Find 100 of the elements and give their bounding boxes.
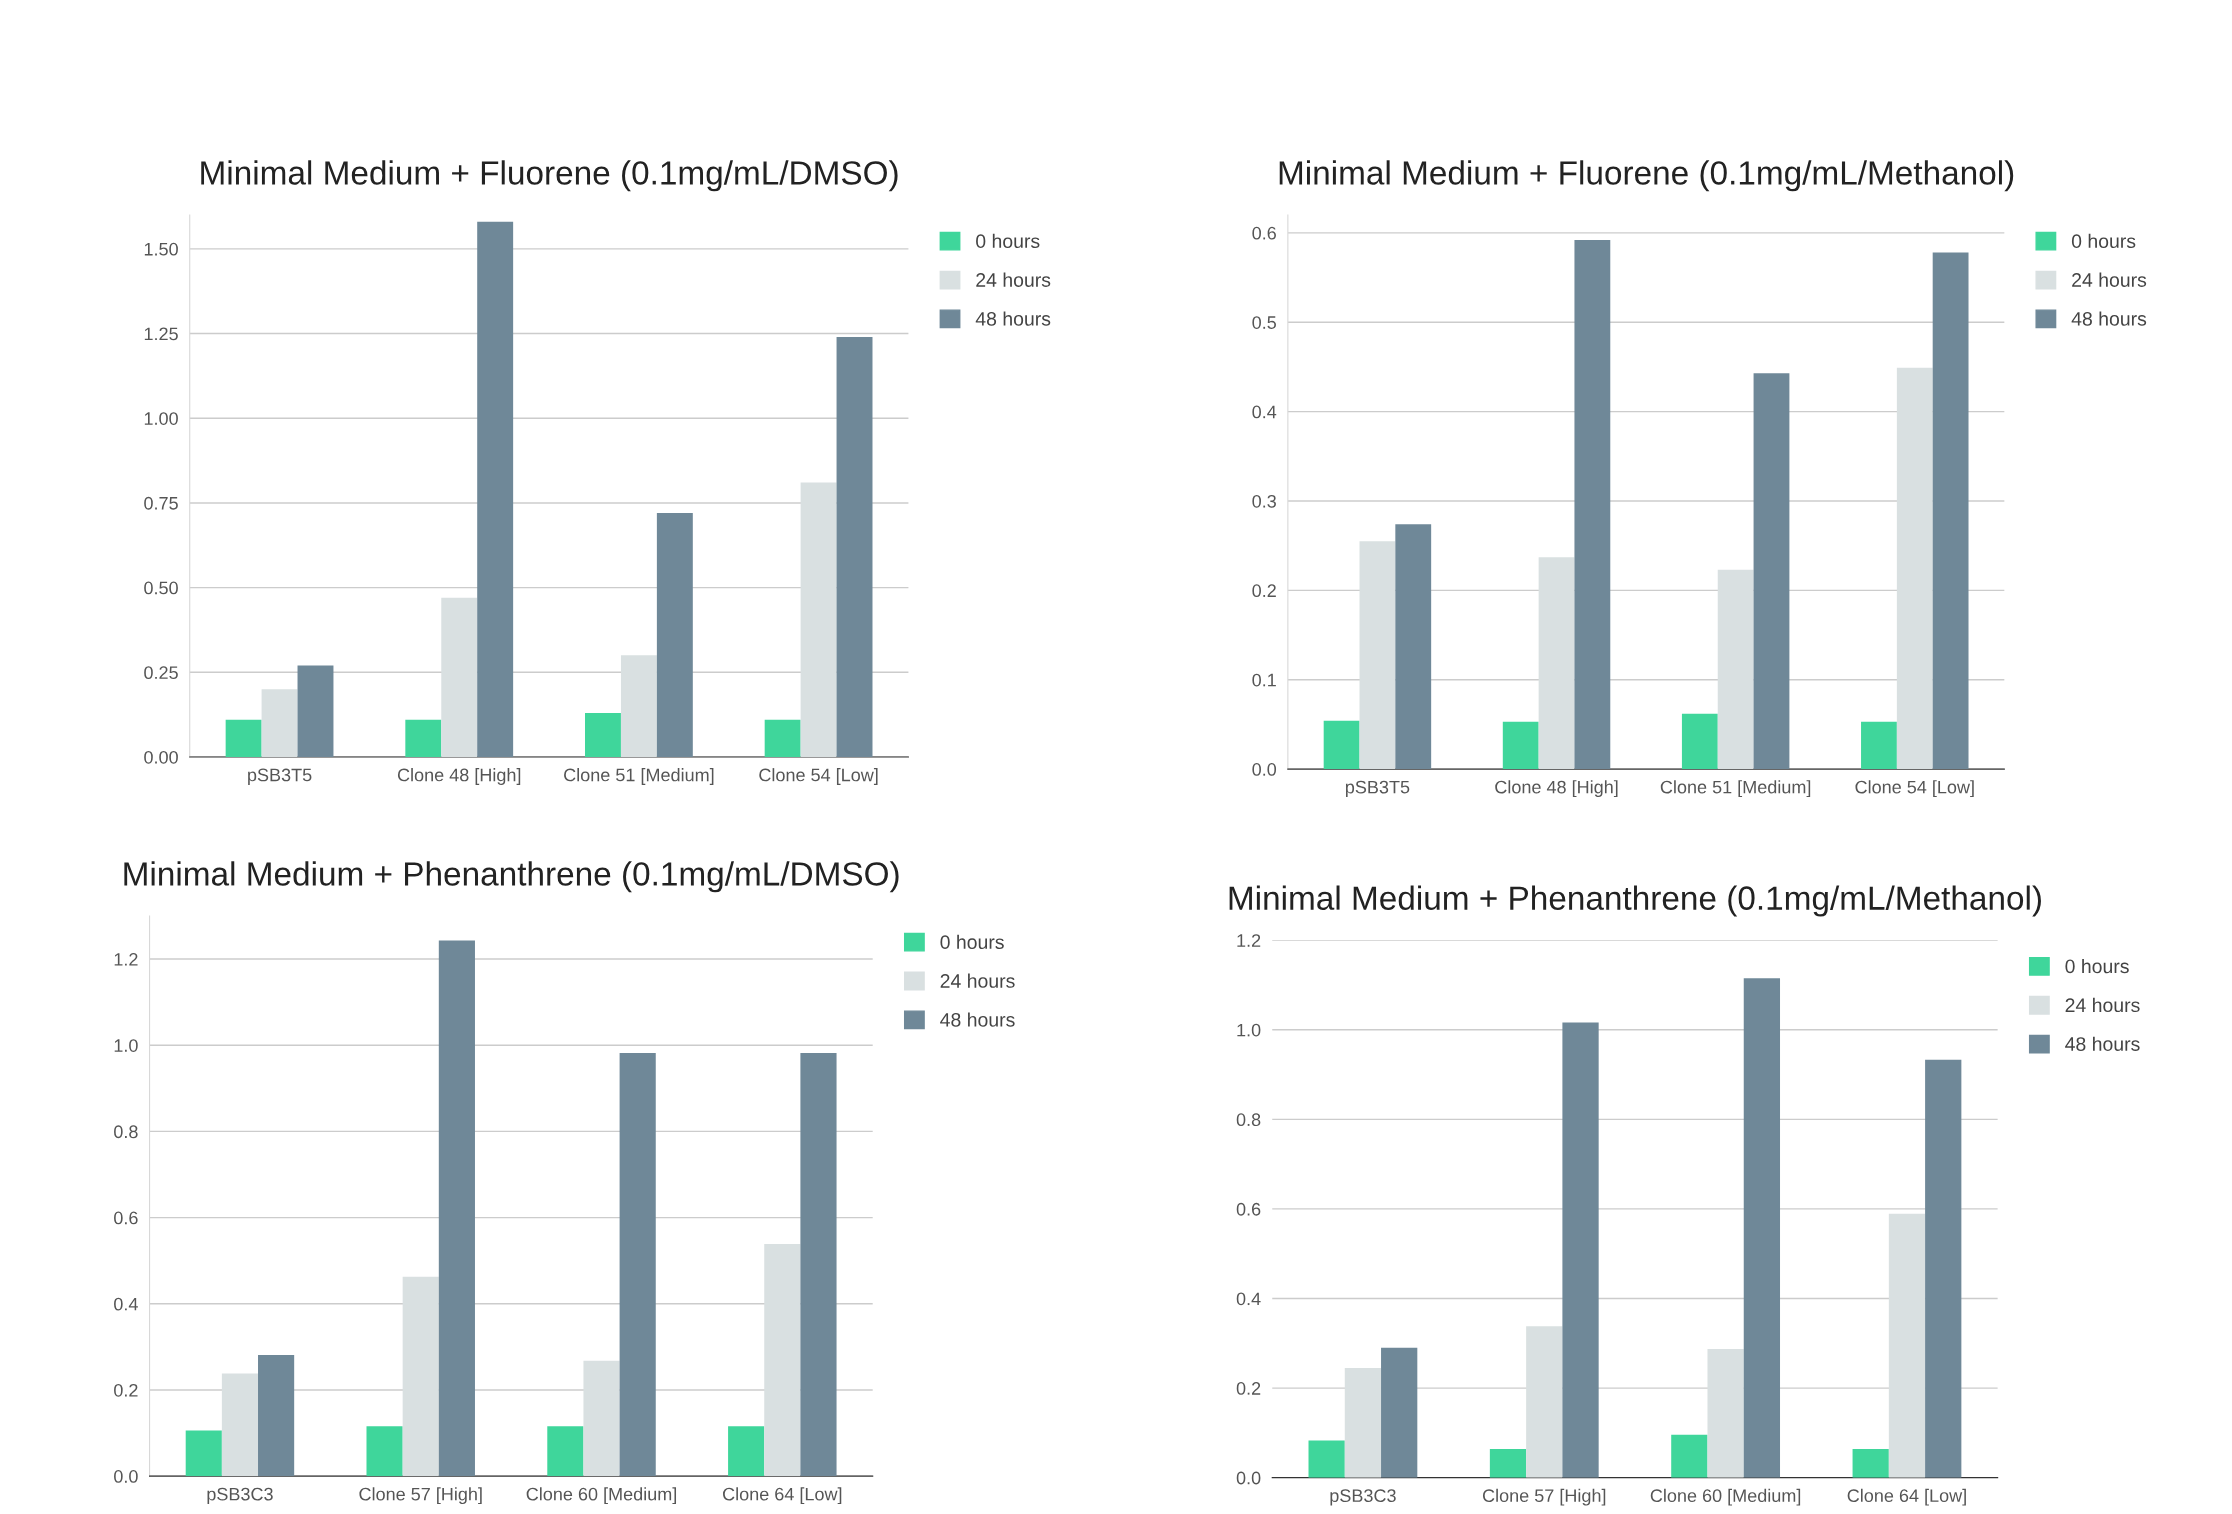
bar: [225, 719, 262, 757]
bar: [1574, 240, 1611, 770]
bar: [585, 712, 621, 757]
y-tick-label: 0.6: [1252, 226, 1276, 240]
bar: [1562, 1022, 1599, 1478]
x-tick-label: Clone 64 [Low]: [723, 1487, 842, 1505]
legend-label: 24 hours: [2065, 997, 2140, 1013]
y-tick-label: 1.25: [144, 327, 178, 341]
x-tick-label: Clone 64 [Low]: [1847, 1488, 1966, 1506]
x-tick-label: Clone 51 [Medium]: [1660, 780, 1811, 798]
bar: [1717, 569, 1754, 770]
y-tick-label: 0.8: [1236, 1113, 1261, 1127]
bar: [1489, 1449, 1527, 1478]
bar: [728, 1426, 765, 1477]
bar: [1502, 721, 1539, 770]
bar: [405, 719, 442, 757]
y-tick-label: 1.0: [114, 1039, 138, 1052]
x-tick-label: pSB3C3: [207, 1487, 273, 1505]
y-tick-label: 0.0: [114, 1470, 138, 1483]
bar: [836, 336, 873, 757]
x-tick-label: Clone 54 [Low]: [1855, 780, 1974, 798]
x-tick-label: pSB3T5: [248, 768, 312, 785]
bar: [477, 221, 514, 757]
y-tick-label: 1.2: [1237, 934, 1261, 947]
y-tick-label: 0.1: [1252, 673, 1276, 687]
legend-label: 24 hours: [976, 272, 1051, 287]
legend-label: 0 hours: [940, 934, 1004, 950]
y-tick-label: 0.2: [1252, 584, 1276, 598]
bar: [1681, 713, 1718, 770]
bar: [800, 482, 837, 757]
bar: [366, 1426, 403, 1477]
y-tick-label: 0.75: [144, 496, 178, 510]
bar: [221, 1373, 259, 1477]
bar: [1707, 1349, 1744, 1478]
chart-title: Minimal Medium + Fluorene (0.1mg/mL/Methanol): [1279, 160, 2014, 192]
legend-label: 24 hours: [2072, 272, 2147, 287]
x-tick-label: Clone 57 [High]: [1482, 1488, 1606, 1506]
y-tick-label: 0.50: [144, 581, 178, 595]
chart-title: Minimal Medium + Fluorene (0.1mg/mL/DMSO): [201, 160, 898, 192]
y-tick-label: 0.4: [114, 1297, 138, 1311]
bar: [620, 655, 657, 757]
x-tick-label: Clone 54 [Low]: [759, 768, 878, 785]
bar: [1852, 1449, 1889, 1478]
bar: [185, 1430, 222, 1477]
bar: [1861, 721, 1897, 770]
x-tick-label: Clone 60 [Medium]: [526, 1487, 677, 1505]
bar: [800, 1053, 837, 1477]
legend-label: 48 hours: [940, 1012, 1015, 1027]
bar: [1896, 367, 1933, 770]
bar: [1323, 720, 1360, 770]
bar: [547, 1426, 584, 1477]
bar: [261, 689, 298, 757]
bar: [258, 1355, 295, 1477]
bar: [619, 1053, 656, 1477]
x-tick-label: Clone 51 [Medium]: [564, 768, 714, 785]
x-tick-label: Clone 48 [High]: [1495, 780, 1618, 798]
bar: [1344, 1367, 1382, 1478]
y-tick-label: 0.25: [144, 666, 178, 680]
bar: [1395, 524, 1432, 770]
legend-label: 24 hours: [940, 973, 1015, 988]
legend-label: 0 hours: [2065, 958, 2129, 974]
y-tick-label: 0.6: [114, 1211, 138, 1225]
x-tick-label: Clone 57 [High]: [359, 1487, 482, 1505]
y-tick-label: 1.50: [144, 242, 178, 256]
legend-label: 48 hours: [2071, 311, 2147, 326]
chart-title: Minimal Medium + Phenanthrene (0.1mg/mL/DMSO): [124, 861, 899, 893]
x-tick-label: pSB3T5: [1345, 780, 1410, 798]
y-tick-label: 0.2: [1236, 1382, 1261, 1395]
x-tick-label: pSB3C3: [1330, 1489, 1396, 1506]
x-tick-label: Clone 60 [Medium]: [1650, 1488, 1801, 1506]
x-tick-label: Clone 48 [High]: [397, 768, 521, 785]
y-tick-label: 0.0: [1236, 1471, 1261, 1485]
bar: [583, 1360, 620, 1477]
y-tick-label: 1.2: [114, 953, 138, 966]
bar: [1753, 373, 1790, 770]
bar: [1743, 978, 1781, 1478]
bar: [1932, 252, 1969, 770]
bar: [297, 665, 334, 757]
y-tick-label: 0.3: [1252, 494, 1276, 508]
y-tick-label: 0.0: [1252, 763, 1277, 776]
bar: [1538, 557, 1575, 770]
bar: [1359, 541, 1396, 770]
bar: [1381, 1347, 1418, 1478]
y-tick-label: 0.6: [1236, 1202, 1261, 1216]
bar: [1671, 1434, 1708, 1478]
y-tick-label: 0.4: [1252, 405, 1277, 419]
bar: [764, 719, 801, 757]
bar: [1888, 1213, 1926, 1478]
bar: [656, 513, 693, 757]
legend-label: 0 hours: [2071, 233, 2136, 249]
bar: [438, 940, 475, 1477]
bar: [402, 1276, 439, 1477]
chart-title: Minimal Medium + Phenanthrene (0.1mg/mL/Methanol): [1229, 885, 2041, 917]
bar: [441, 597, 478, 757]
bar: [1308, 1440, 1345, 1478]
y-tick-label: 0.2: [114, 1383, 138, 1397]
legend-label: 48 hours: [2065, 1036, 2140, 1051]
legend-label: 48 hours: [975, 311, 1051, 326]
y-tick-label: 0.4: [1236, 1292, 1261, 1306]
bar: [764, 1243, 801, 1477]
